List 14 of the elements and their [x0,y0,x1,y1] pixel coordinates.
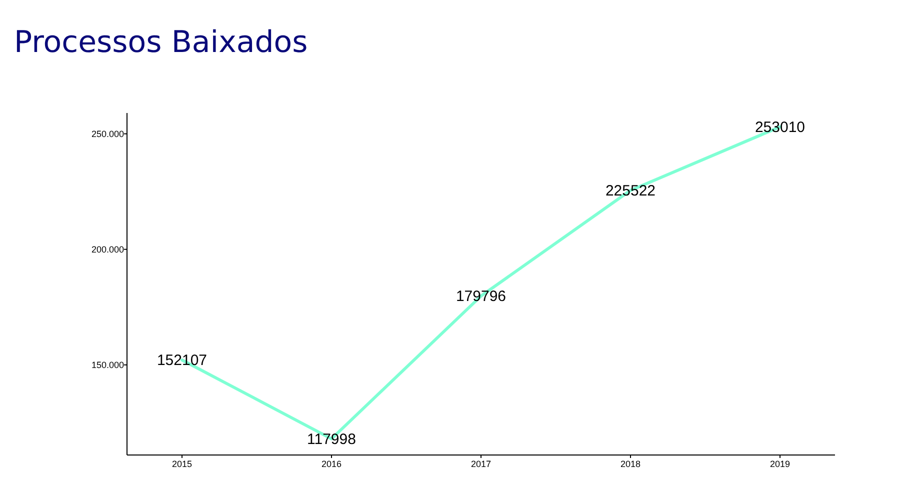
data-label: 253010 [754,118,806,136]
x-tick-label: 2017 [470,459,492,469]
x-tick-label: 2018 [620,459,641,469]
data-label: 152107 [156,352,208,370]
y-tick-label: 250.000 [91,128,124,139]
y-tick-label: 150.000 [91,360,124,370]
x-tick-label: 2019 [770,459,790,469]
x-tick-label: 2016 [321,459,342,469]
data-label: 117998 [307,430,356,448]
data-label: 179796 [456,288,506,306]
chart-title: Processos Baixados [14,25,308,60]
x-tick-label: 2015 [172,459,192,469]
y-tick-label: 200.000 [91,244,124,254]
data-label: 225522 [605,182,656,200]
